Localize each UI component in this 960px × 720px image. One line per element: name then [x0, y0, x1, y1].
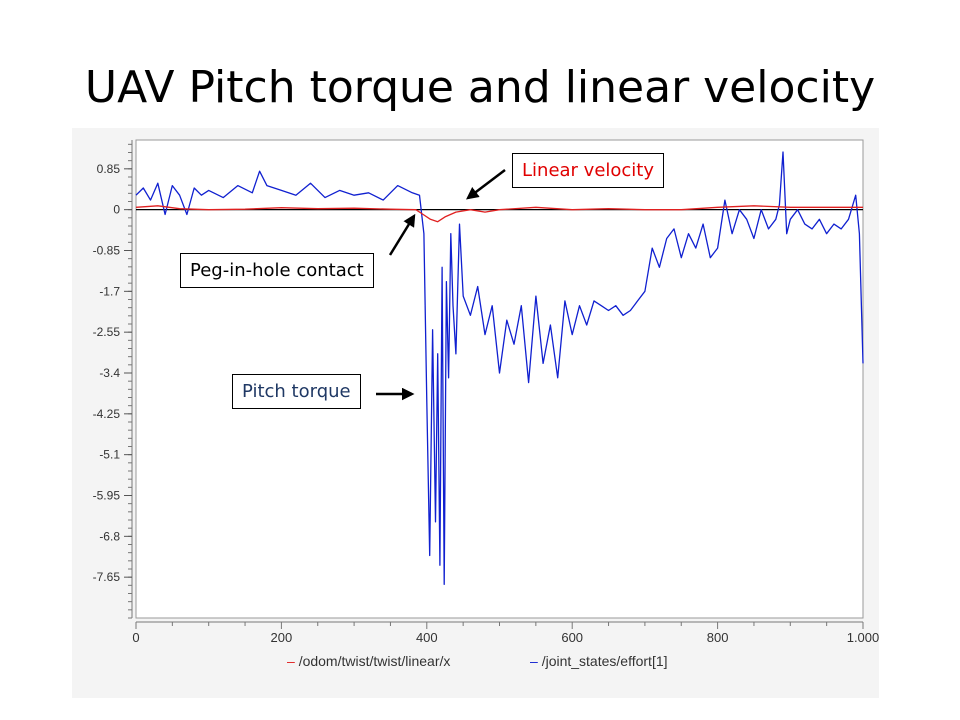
pitch-torque-series — [135, 151, 864, 586]
y-tick-label: -3.4 — [99, 366, 120, 380]
legend-pitch-torque: – /joint_states/effort[1] — [530, 653, 668, 669]
y-tick-label: -5.1 — [99, 448, 120, 462]
y-tick-label: -1.7 — [99, 284, 120, 298]
y-tick-label: -0.85 — [93, 243, 121, 257]
y-tick-label: 0.85 — [97, 162, 121, 176]
x-axis: 0 200 400 600 800 1.000 — [132, 621, 879, 645]
peg-in-hole-arrow — [388, 213, 416, 256]
peg-in-hole-callout: Peg-in-hole contact — [180, 253, 374, 288]
y-tick-label: -2.55 — [93, 325, 121, 339]
x-tick-label: 600 — [561, 630, 583, 645]
y-tick-label: -7.65 — [93, 570, 121, 584]
y-tick-label: -6.8 — [99, 529, 120, 543]
legend-linear-velocity: – /odom/twist/twist/linear/x — [287, 653, 450, 669]
linear-velocity-series — [135, 205, 863, 223]
chart: 0.85 0 -0.85 -1.7 -2.55 -3.4 -4.25 -5.1 -5.95 -6.… — [93, 139, 879, 669]
x-tick-label: 0 — [132, 630, 139, 645]
pitch-torque-callout: Pitch torque — [232, 374, 361, 409]
slide-title: UAV Pitch torque and linear velocity — [84, 62, 876, 113]
x-tick-label: 800 — [707, 630, 729, 645]
x-tick-label: 1.000 — [847, 630, 879, 645]
legend: – /odom/twist/twist/linear/x – /joint_sta… — [287, 653, 668, 669]
y-tick-label: 0 — [113, 203, 120, 217]
y-tick-label: -4.25 — [93, 407, 121, 421]
x-tick-label: 200 — [271, 630, 293, 645]
linear-velocity-callout: Linear velocity — [512, 153, 665, 188]
x-tick-label: 400 — [416, 630, 438, 645]
y-axis: 0.85 0 -0.85 -1.7 -2.55 -3.4 -4.25 -5.1 -5.95 -6.… — [93, 140, 133, 619]
y-tick-label: -5.95 — [93, 488, 121, 502]
linear-velocity-arrow — [466, 169, 506, 200]
